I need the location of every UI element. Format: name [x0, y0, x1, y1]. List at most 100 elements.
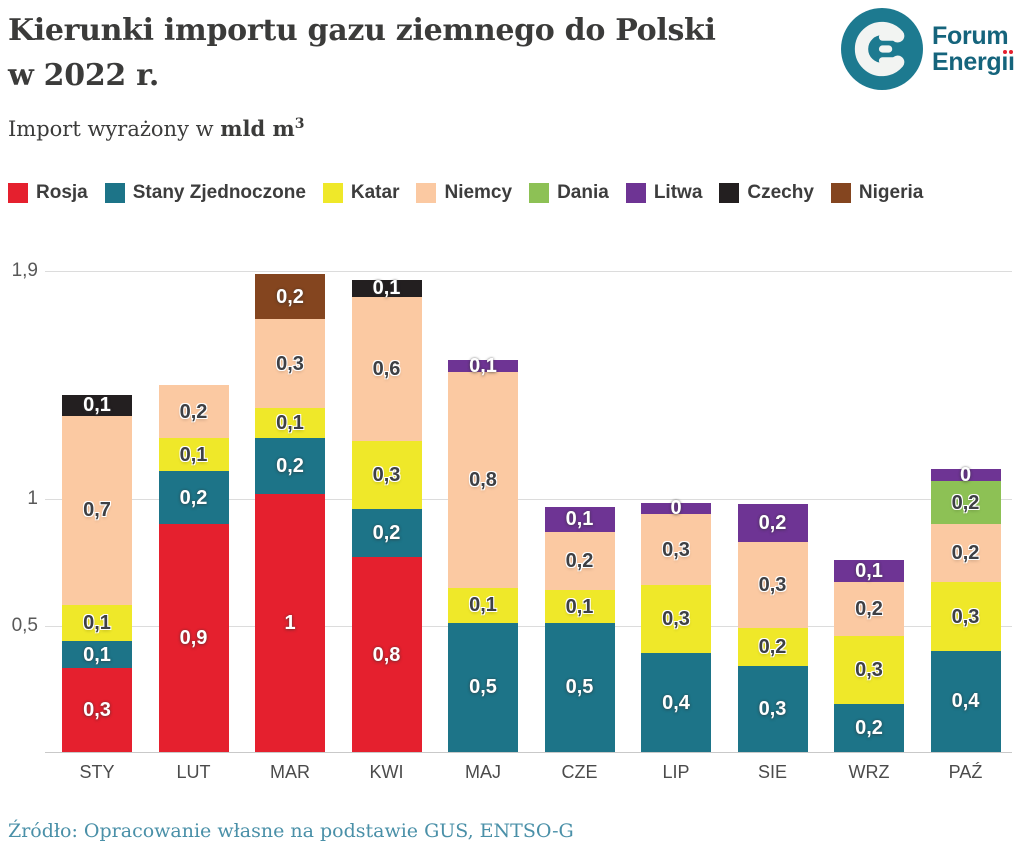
bar-STY: 0,1 0,7 0,1 0,1 0,3	[62, 395, 132, 752]
title-line-1: Kierunki importu gazu ziemnego do Polski	[8, 13, 716, 48]
segment-PAŹ-litwa: 0	[930, 465, 1001, 485]
segment-WRZ-stany-zjednoczone: 0,2	[834, 703, 904, 752]
legend-label: Stany Zjednoczone	[132, 182, 306, 203]
segment-STY-niemcy: 0,7	[62, 415, 132, 606]
segment-value-label: 0,3	[951, 605, 980, 628]
segment-STY-katar: 0,1	[62, 605, 132, 641]
legend-swatch	[719, 183, 740, 203]
segment-LIP-niemcy: 0,3	[641, 514, 711, 585]
page-title: Kierunki importu gazu ziemnego do Polski…	[8, 8, 798, 98]
segment-value-label: 0,8	[469, 469, 497, 491]
segment-SIE-katar: 0,2	[737, 628, 808, 666]
logo-line-energii: Energıı	[932, 48, 1015, 76]
legend-swatch	[625, 183, 646, 203]
segment-value-label: 0,2	[179, 486, 208, 509]
segment-value-label: 0,2	[372, 522, 401, 545]
red-dotted-i: ı	[1001, 48, 1009, 76]
legend-label: Nigeria	[858, 182, 924, 203]
segment-value-label: 0,1	[83, 611, 111, 634]
legend-item-dania: Dania	[529, 182, 609, 204]
bar-PAŹ: 0 0,2 0,2 0,3 0,4	[930, 465, 1001, 752]
legend-item-rosja: Rosja	[8, 182, 88, 204]
legend-label: Rosja	[36, 182, 88, 203]
forum-energii-mark-icon	[841, 8, 923, 90]
segment-MAJ-stany-zjednoczone: 0,5	[448, 622, 518, 752]
gridline-1,9	[45, 271, 1012, 272]
segment-value-label: 0,3	[276, 352, 304, 375]
legend-swatch	[104, 183, 125, 203]
segment-WRZ-litwa: 0,1	[834, 559, 904, 583]
bar-KWI: 0,1 0,6 0,3 0,2 0,8	[351, 277, 422, 752]
segment-value-label: 0,1	[83, 643, 111, 666]
segment-STY-czechy: 0,1	[62, 394, 132, 417]
segment-LUT-niemcy: 0,2	[158, 385, 229, 439]
segment-value-label: 0,1	[372, 277, 401, 300]
segment-value-label: 0,2	[565, 549, 594, 572]
segment-value-label: 0,5	[565, 676, 594, 699]
segment-value-label: 0,9	[179, 627, 208, 650]
segment-CZE-litwa: 0,1	[544, 506, 615, 532]
segment-STY-stany-zjednoczone: 0,1	[62, 640, 132, 669]
segment-value-label: 0,4	[951, 690, 980, 713]
x-axis-label-MAJ: MAJ	[465, 762, 501, 782]
segment-CZE-stany-zjednoczone: 0,5	[544, 622, 615, 752]
segment-value-label: 0,1	[469, 355, 497, 378]
segment-value-label: 0,3	[83, 699, 111, 722]
segment-MAR-nigeria: 0,2	[255, 273, 325, 320]
forum-energii-wordmark: Forum Energıı	[932, 23, 1015, 75]
y-axis-tick-1,9: 1,9	[11, 260, 38, 281]
source-note: Źródło: Opracowanie własne na podstawie …	[8, 820, 574, 842]
segment-WRZ-niemcy: 0,2	[834, 582, 904, 636]
y-axis-tick-0,5: 0,5	[11, 615, 38, 636]
segment-LIP-litwa: 0	[641, 498, 711, 518]
segment-LIP-stany-zjednoczone: 0,4	[641, 653, 711, 752]
legend-swatch	[322, 183, 343, 203]
segment-MAR-niemcy: 0,3	[255, 319, 325, 408]
segment-value-label: 0,2	[951, 542, 980, 565]
segment-value-label: 0,3	[372, 463, 401, 486]
legend-swatch	[8, 183, 28, 203]
segment-value-label: 0,2	[179, 400, 208, 423]
segment-MAJ-katar: 0,1	[448, 587, 518, 623]
title-line-2: w 2022 r.	[8, 58, 160, 93]
x-axis-label-KWI: KWI	[369, 762, 404, 782]
x-axis-line	[45, 752, 1012, 753]
segment-LUT-katar: 0,1	[158, 438, 229, 472]
segment-value-label: 0,1	[565, 508, 594, 531]
segment-value-label: 0,2	[276, 455, 304, 478]
segment-MAJ-litwa: 0,1	[448, 356, 518, 376]
segment-CZE-niemcy: 0,2	[544, 531, 615, 591]
segment-value-label: 0,1	[469, 594, 497, 617]
legend-item-niemcy: Niemcy	[416, 182, 512, 204]
segment-MAR-stany-zjednoczone: 0,2	[255, 438, 325, 494]
legend-item-stany-zjednoczone: Stany Zjednoczone	[104, 182, 306, 204]
segment-LUT-rosja: 0,9	[158, 524, 229, 752]
bar-MAR: 0,2 0,3 0,1 0,2 1	[255, 273, 325, 752]
segment-KWI-niemcy: 0,6	[351, 296, 422, 441]
gridline-0,5	[45, 626, 1012, 627]
bar-LUT: 0,2 0,1 0,2 0,9	[158, 385, 229, 752]
legend-item-nigeria: Nigeria	[830, 182, 924, 204]
legend-label: Litwa	[653, 182, 703, 203]
segment-value-label: 0	[959, 463, 972, 486]
segment-CZE-katar: 0,1	[544, 590, 615, 623]
legend-label: Dania	[557, 182, 609, 203]
segment-value-label: 0,7	[83, 499, 111, 522]
segment-value-label: 0,3	[662, 538, 690, 561]
segment-value-label: 0,2	[855, 716, 883, 739]
legend-item-katar: Katar	[322, 182, 399, 204]
segment-MAJ-niemcy: 0,8	[448, 372, 518, 588]
segment-value-label: 1	[284, 611, 296, 634]
x-axis-label-CZE: CZE	[561, 762, 598, 782]
segment-LUT-stany-zjednoczone: 0,2	[158, 471, 229, 525]
segment-value-label: 0,6	[372, 357, 401, 380]
segment-KWI-stany-zjednoczone: 0,2	[351, 509, 422, 558]
segment-MAR-katar: 0,1	[255, 407, 325, 439]
legend-swatch	[529, 183, 550, 203]
segment-WRZ-katar: 0,3	[834, 635, 904, 704]
segment-LIP-katar: 0,3	[641, 584, 711, 654]
segment-value-label: 0,1	[83, 394, 111, 417]
segment-SIE-litwa: 0,2	[737, 504, 808, 542]
